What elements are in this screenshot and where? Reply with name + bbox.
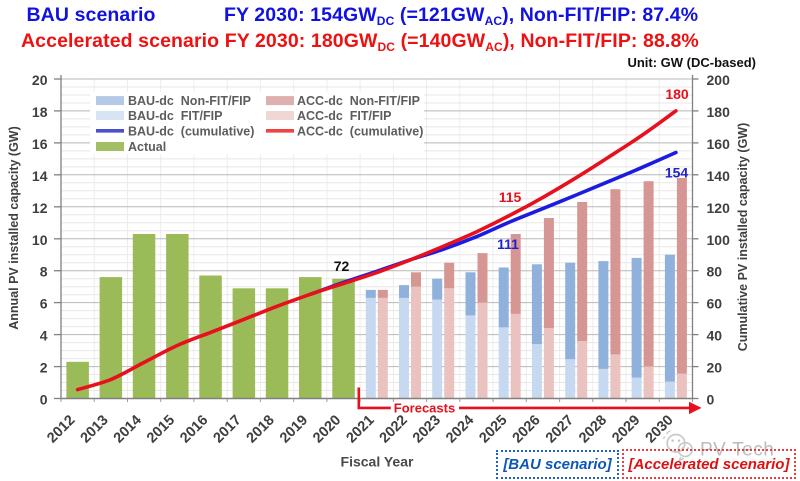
svg-text:140: 140 [707, 168, 731, 184]
svg-text:2014: 2014 [111, 412, 145, 446]
svg-text:120: 120 [707, 200, 731, 216]
svg-text:20: 20 [707, 360, 723, 376]
svg-text:2029: 2029 [609, 412, 643, 446]
svg-text:2015: 2015 [144, 412, 178, 446]
svg-text:100: 100 [707, 232, 731, 248]
svg-text:200: 200 [707, 72, 731, 88]
svg-text:8: 8 [40, 264, 48, 280]
svg-text:2022: 2022 [377, 412, 411, 446]
svg-text:2020: 2020 [310, 412, 344, 446]
svg-text:0: 0 [40, 392, 48, 408]
svg-text:180: 180 [707, 104, 731, 120]
svg-text:2018: 2018 [244, 412, 278, 446]
svg-text:2023: 2023 [410, 412, 444, 446]
svg-text:ACC-dc FIT/FIP: ACC-dc FIT/FIP [297, 109, 391, 123]
svg-text:160: 160 [707, 136, 731, 152]
svg-text:2019: 2019 [277, 412, 311, 446]
svg-text:2016: 2016 [177, 412, 211, 446]
svg-text:Actual: Actual [128, 140, 166, 154]
svg-text:Annual PV installed capacity (: Annual PV installed capacity (GW) [7, 126, 21, 330]
svg-text:115: 115 [499, 189, 522, 205]
svg-text:Forecasts: Forecasts [394, 401, 455, 416]
svg-text:BAU-dc (cumulative): BAU-dc (cumulative) [128, 124, 254, 138]
svg-text:ACC-dc (cumulative): ACC-dc (cumulative) [297, 124, 423, 138]
svg-text:14: 14 [32, 168, 48, 184]
svg-text:ACC-dc Non-FIT/FIP: ACC-dc Non-FIT/FIP [297, 94, 420, 108]
svg-text:2: 2 [40, 360, 48, 376]
svg-text:154: 154 [665, 165, 689, 181]
svg-text:16: 16 [32, 136, 48, 152]
svg-text:2028: 2028 [576, 412, 610, 446]
svg-text:BAU-dc FIT/FIP: BAU-dc FIT/FIP [128, 109, 222, 123]
svg-text:6: 6 [40, 296, 48, 312]
svg-text:40: 40 [707, 328, 723, 344]
svg-text:180: 180 [665, 86, 689, 102]
svg-text:2026: 2026 [510, 412, 544, 446]
svg-text:72: 72 [334, 258, 350, 274]
svg-text:BAU-dc Non-FIT/FIP: BAU-dc Non-FIT/FIP [128, 94, 251, 108]
svg-text:0: 0 [707, 392, 715, 408]
svg-text:Fiscal Year: Fiscal Year [341, 454, 414, 470]
svg-text:18: 18 [32, 104, 48, 120]
svg-text:10: 10 [32, 232, 48, 248]
svg-text:4: 4 [40, 328, 48, 344]
svg-text:111: 111 [497, 236, 519, 252]
svg-text:2017: 2017 [210, 412, 244, 446]
svg-text:2027: 2027 [543, 412, 577, 446]
svg-text:2024: 2024 [443, 412, 477, 446]
svg-text:12: 12 [32, 200, 48, 216]
svg-text:Cumulative PV installed capaci: Cumulative PV installed capacity (GW) [736, 123, 750, 352]
svg-text:2012: 2012 [44, 412, 78, 446]
svg-text:20: 20 [32, 72, 48, 88]
svg-text:2021: 2021 [343, 412, 377, 446]
svg-text:80: 80 [707, 264, 723, 280]
svg-text:2025: 2025 [476, 412, 510, 446]
svg-text:2013: 2013 [78, 412, 112, 446]
svg-text:60: 60 [707, 296, 723, 312]
